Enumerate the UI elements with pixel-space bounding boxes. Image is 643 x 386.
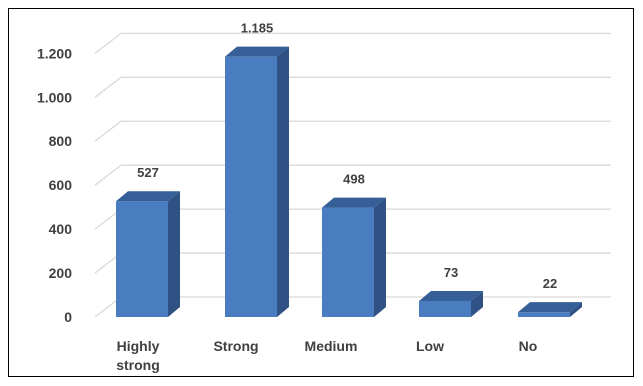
gridline [94,120,611,142]
y-tick-label: 800 [49,133,73,149]
bar-front-face [116,201,168,317]
gridline [94,32,611,54]
y-tick-label: 600 [49,177,73,193]
bar-top-face [419,290,483,301]
data-label: 527 [137,165,159,180]
bar-side-face [570,302,582,317]
gridline [94,164,611,186]
bar-front-face [225,56,277,318]
bar-front-face [518,312,570,317]
bar-front-face [419,300,471,317]
bar-top-face [518,302,582,313]
y-tick-label: 400 [49,221,73,237]
y-tick-label: 1.200 [37,45,72,61]
bar-side-face [277,46,289,318]
x-axis-category-labels: Highly strong Strong Medium Low No [116,338,537,373]
bar-medium [322,197,386,317]
bars [116,46,582,318]
x-category-label: Highly strong [116,338,160,373]
bar-top-face [225,46,289,57]
x-category-label: No [519,338,538,354]
data-label: 1.185 [241,21,274,36]
bar-low [419,290,483,317]
bar-side-face [374,197,386,317]
bar-side-face [168,191,180,317]
bar-top-face [116,191,180,202]
data-label: 498 [343,172,365,187]
x-category-label: Medium [305,338,358,354]
y-tick-label: 0 [64,309,72,325]
bar-front-face [322,207,374,317]
data-label: 22 [543,276,557,291]
y-tick-label: 200 [49,265,73,281]
y-tick-label: 1.000 [37,89,72,105]
bar-side-face [471,290,483,317]
bar-top-face [322,197,386,208]
bar-no [518,302,582,317]
bar-strong [225,46,289,318]
x-category-label: Low [416,338,444,354]
data-label: 73 [444,265,458,280]
bar-highly-strong [116,191,180,317]
gridline [94,76,611,98]
y-axis-tick-labels: 0 200 400 600 800 1.000 1.200 [37,45,72,325]
data-labels: 527 1.185 498 73 22 [137,21,557,292]
x-category-label: Strong [213,338,258,354]
